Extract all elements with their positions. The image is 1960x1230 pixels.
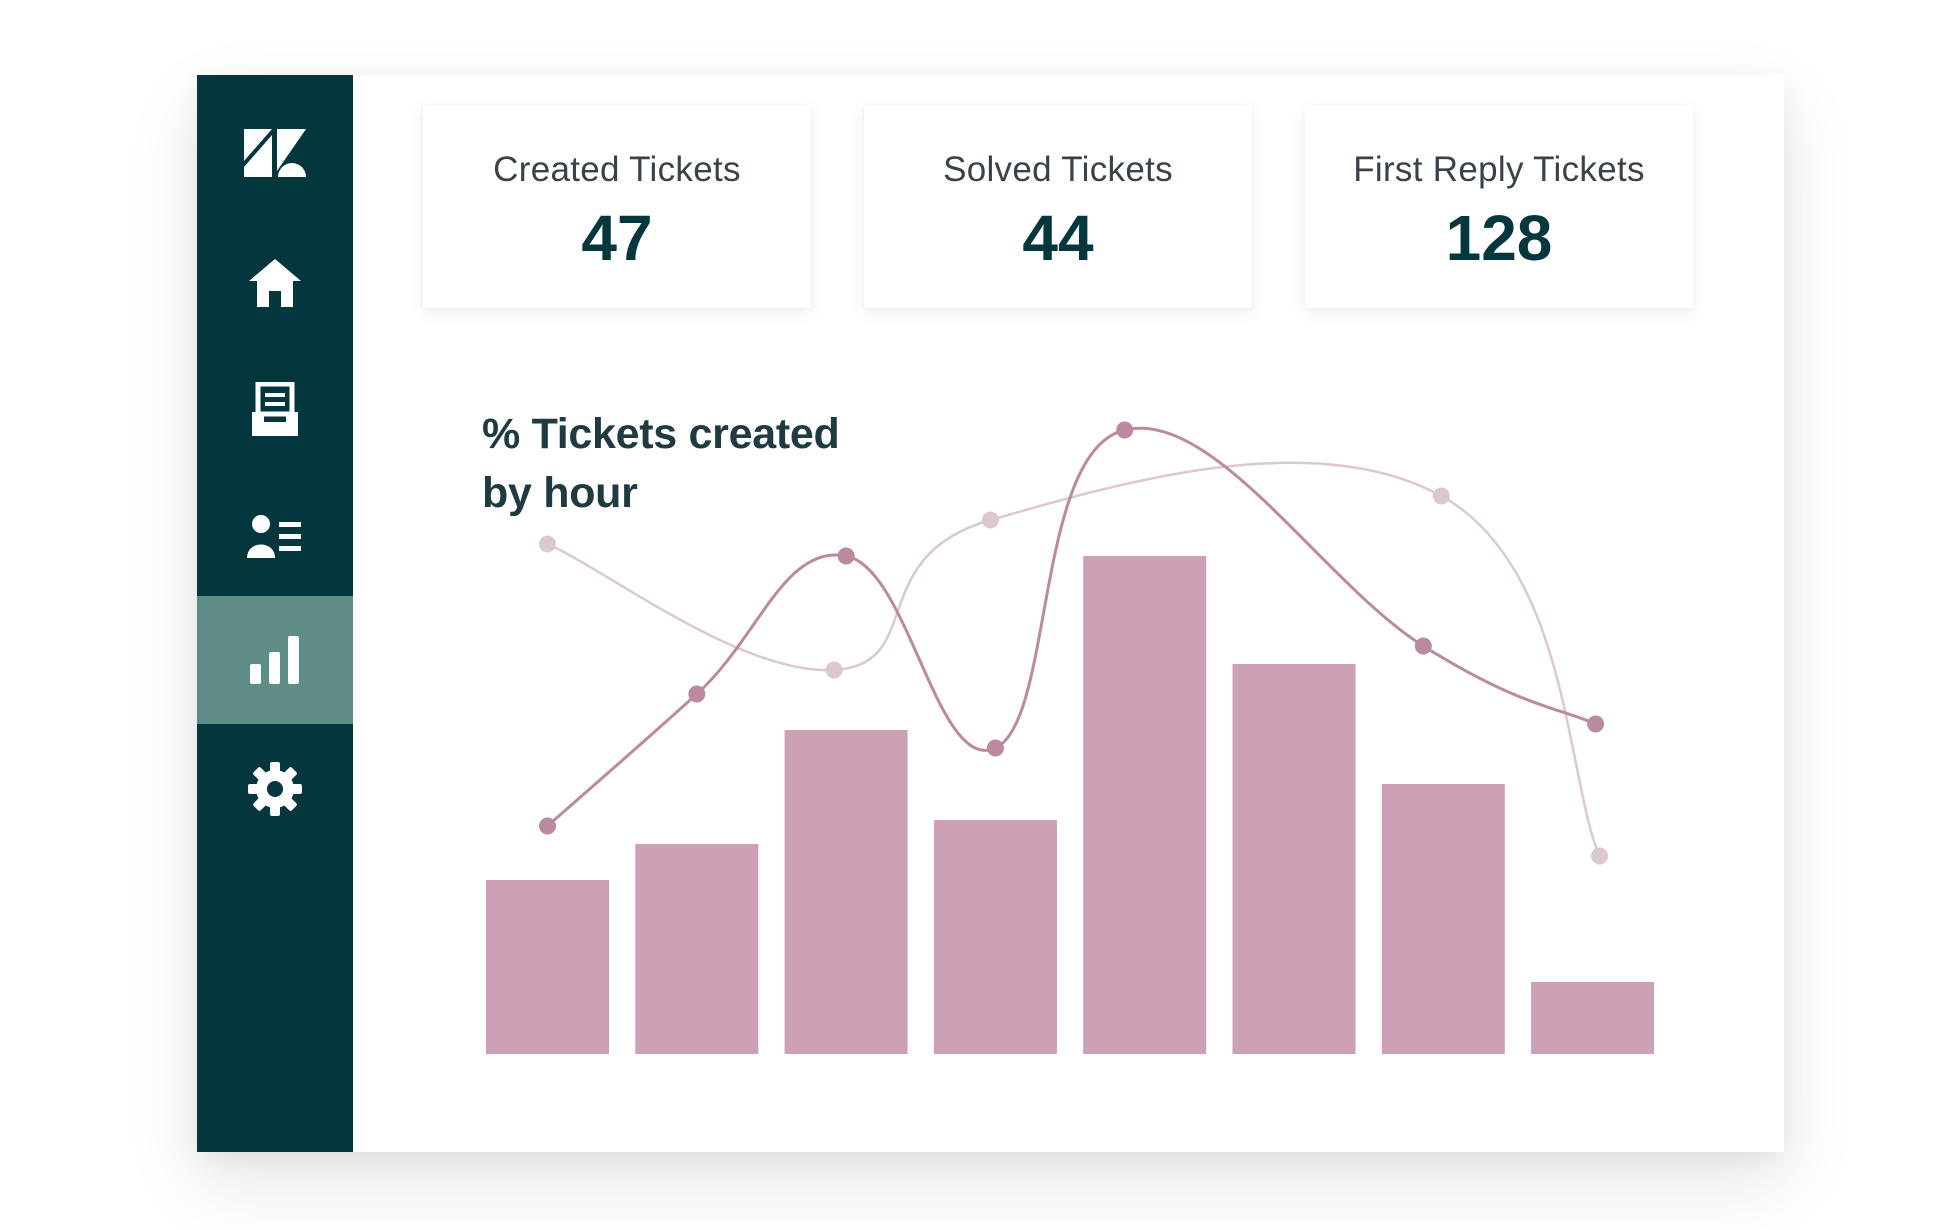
first-reply-tickets-value: 128 [1445,202,1553,274]
nav-home[interactable] [197,219,353,347]
created-tickets-label: Created Tickets [493,150,741,189]
chart-line-1 [546,426,1597,828]
nav-settings[interactable] [197,725,353,853]
nav-inbox[interactable] [197,346,353,474]
nav-reports[interactable] [197,596,353,724]
chart-bar-5 [1083,556,1207,1054]
chart-line-1-point-5 [1116,421,1134,439]
solved-tickets-card: Solved Tickets 44 [864,105,1252,308]
chart-title-line-2: by hour [482,469,638,517]
sidebar [197,75,353,1152]
tickets-by-hour-chart [486,421,1655,1054]
solved-tickets-value: 44 [1022,202,1094,274]
chart-bar-8 [1531,982,1655,1054]
chart-line-1-point-6 [1414,637,1432,655]
chart-line-2-point-4 [1432,487,1450,505]
chart-title: % Tickets created by hour [482,405,982,523]
chart-line-1-point-4 [986,739,1004,757]
inbox-icon [252,382,298,436]
reports-icon [250,636,299,684]
chart-line-2 [546,461,1601,857]
chart-title-line-1: % Tickets created [482,410,840,458]
home-icon [249,259,301,307]
settings-icon [248,762,302,816]
chart-bar-2 [635,844,759,1054]
chart-line-2-point-3 [981,511,999,529]
chart-line-2-point-1 [539,535,556,553]
first-reply-tickets-label: First Reply Tickets [1353,150,1645,189]
created-tickets-card: Created Tickets 47 [423,105,811,308]
contacts-icon [247,515,301,558]
dashboard-window: Created Tickets 47 Solved Tickets 44 Fir… [197,75,1784,1152]
chart-bar-6 [1232,664,1356,1054]
created-tickets-value: 47 [581,202,653,274]
chart-bar-4 [933,820,1057,1054]
chart-line-1-point-7 [1587,715,1605,733]
chart-bar-1 [486,880,609,1054]
chart-line-1-point-2 [688,685,706,703]
nav-zendesk-logo[interactable] [197,89,353,217]
chart-line-2-point-2 [825,661,843,679]
solved-tickets-label: Solved Tickets [943,150,1173,189]
chart-bar-7 [1381,784,1505,1054]
chart-line-1-point-3 [837,547,855,565]
chart-bar-3 [784,730,908,1054]
nav-contacts[interactable] [197,473,353,601]
chart-line-1-point-1 [539,817,556,835]
zendesk-logo-icon [244,129,306,177]
chart-line-2-point-5 [1591,847,1609,865]
first-reply-tickets-card: First Reply Tickets 128 [1305,105,1693,308]
